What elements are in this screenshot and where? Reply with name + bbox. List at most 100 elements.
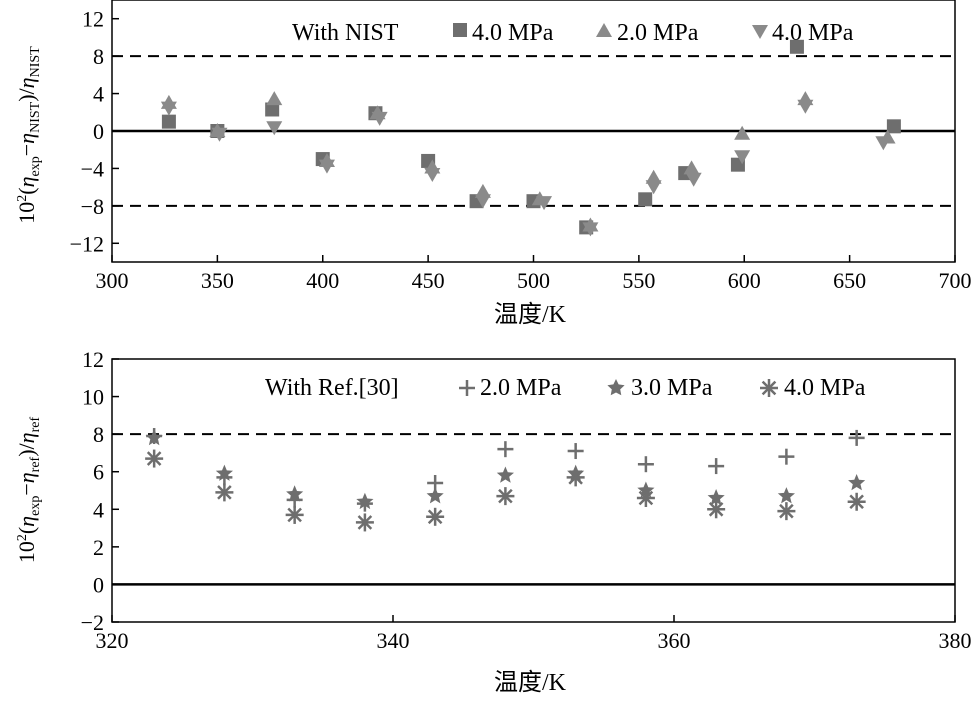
data-point-triangle-down (211, 127, 228, 142)
top-x-tick-label: 700 (939, 268, 972, 293)
data-point-triangle-up (683, 160, 700, 175)
bottom-y-tick-label: 12 (82, 347, 104, 372)
data-point-star (777, 487, 795, 504)
bottom-legend-label-3: 4.0 MPa (784, 375, 866, 401)
bottom-legend-title: With Ref.[30] (265, 375, 399, 401)
data-point-triangle-down (734, 150, 751, 165)
legend-square-marker (453, 23, 467, 37)
data-point-triangle-up (734, 125, 751, 140)
data-point-plus (567, 443, 584, 460)
top-plot-area: 300 350 400 450 500 550 600 650 700 −12 −8 −4 0 4 8 12 (70, 0, 972, 293)
bottom-y-tick-label: −2 (81, 610, 104, 635)
top-x-axis-label: 温度/K (494, 301, 567, 328)
bottom-y-tick-label: 4 (93, 497, 104, 522)
data-point-plus (637, 456, 654, 473)
top-panel: 102(ηexp−ηNIST)/ηNIST 温度/K With NIST 4.0… (14, 0, 972, 328)
data-point-plus (848, 429, 865, 446)
legend-plus-marker (459, 380, 475, 396)
top-legend-label-3: 4.0 MPa (772, 20, 854, 46)
data-point-asterisk (215, 483, 234, 502)
data-point-asterisk (145, 449, 164, 468)
bottom-y-axis-label: 102(ηexp−ηref)/ηref (14, 417, 43, 564)
bottom-x-tick-label: 320 (96, 628, 129, 653)
data-point-asterisk (707, 500, 726, 519)
top-x-tick-label: 400 (306, 268, 339, 293)
data-point-star (496, 466, 514, 483)
bottom-legend-label-2: 3.0 MPa (631, 375, 713, 401)
data-point-square (638, 192, 653, 207)
data-point-square (789, 39, 804, 54)
bottom-legend-label-1: 2.0 MPa (480, 375, 562, 401)
bottom-series-3 (145, 449, 866, 532)
data-point-triangle-up (266, 91, 283, 106)
top-x-tick-label: 350 (201, 268, 234, 293)
data-point-asterisk (355, 513, 374, 532)
legend-triangle-up-marker (596, 23, 612, 37)
legend-triangle-down-marker (752, 25, 768, 39)
data-point-triangle-down (797, 99, 814, 114)
top-y-tick-label: 8 (93, 44, 104, 69)
data-point-asterisk (847, 492, 866, 511)
bottom-y-tick-label: 8 (93, 422, 104, 447)
data-point-star (145, 428, 163, 446)
svg-text:102(ηexp−ηref)/ηref: 102(ηexp−ηref)/ηref (14, 417, 43, 564)
data-point-star (426, 487, 444, 504)
svg-text:102(ηexp−ηNIST)/ηNIST: 102(ηexp−ηNIST)/ηNIST (14, 46, 43, 224)
bottom-y-tick-label: 10 (82, 385, 104, 410)
top-y-tick-label: 12 (82, 7, 104, 32)
top-y-tick-label: −12 (70, 231, 104, 256)
data-point-triangle-down (875, 136, 892, 151)
bottom-plot-frame (111, 358, 956, 623)
bottom-y-tick-label: 0 (93, 572, 104, 597)
data-point-asterisk (496, 487, 515, 506)
data-point-star (848, 474, 866, 491)
data-point-triangle-down (266, 121, 283, 136)
bottom-x-axis-label: 温度/K (494, 669, 567, 696)
top-x-tick-label: 450 (412, 268, 445, 293)
top-x-tick-label: 650 (833, 268, 866, 293)
data-point-triangle-down (318, 159, 335, 174)
bottom-x-tick-label: 380 (939, 628, 972, 653)
top-y-tick-label: −4 (81, 156, 104, 181)
data-point-plus (497, 441, 514, 458)
top-legend-label-2: 2.0 MPa (617, 20, 699, 46)
top-x-tick-label: 500 (517, 268, 550, 293)
top-x-tick-label: 300 (96, 268, 129, 293)
bottom-plot-area: 320 340 360 380 −2 0 2 4 6 8 10 12 (81, 347, 972, 653)
data-point-plus (708, 458, 725, 475)
top-y-axis-label: 102(ηexp−ηNIST)/ηNIST (14, 46, 43, 224)
bottom-y-tick-label: 2 (93, 535, 104, 560)
top-legend-title: With NIST (292, 20, 399, 46)
data-point-triangle-down (474, 194, 491, 209)
top-y-tick-label: 0 (93, 119, 104, 144)
legend-asterisk-marker (760, 379, 778, 397)
top-series-1 (161, 39, 901, 235)
data-point-star (707, 489, 725, 506)
data-point-triangle-down (645, 180, 662, 195)
top-x-tick-label: 550 (622, 268, 655, 293)
bottom-x-tick-label: 360 (658, 628, 691, 653)
data-point-square (265, 102, 280, 117)
bottom-legend: With Ref.[30] 2.0 MPa 3.0 MPa 4.0 MPa (265, 375, 866, 401)
data-point-triangle-down (424, 168, 441, 183)
top-y-tick-label: −8 (81, 194, 104, 219)
data-point-plus (778, 448, 795, 465)
bottom-x-tick-label: 340 (377, 628, 410, 653)
top-x-tick-label: 600 (728, 268, 761, 293)
top-legend: With NIST 4.0 MPa 2.0 MPa 4.0 MPa (292, 20, 854, 46)
data-point-star (356, 492, 374, 510)
top-series-3 (160, 99, 892, 237)
data-point-triangle-down (371, 111, 388, 126)
top-y-tick-label: 4 (93, 82, 104, 107)
data-point-square (886, 119, 901, 134)
data-point-triangle-down (582, 222, 599, 237)
legend-star-marker (607, 379, 625, 396)
data-point-triangle-down (160, 101, 177, 116)
data-point-triangle-down (536, 196, 553, 211)
data-point-star (286, 485, 304, 502)
data-point-star (215, 464, 233, 481)
data-point-asterisk (566, 468, 585, 487)
bottom-y-tick-label: 6 (93, 460, 104, 485)
top-legend-label-1: 4.0 MPa (472, 20, 554, 46)
